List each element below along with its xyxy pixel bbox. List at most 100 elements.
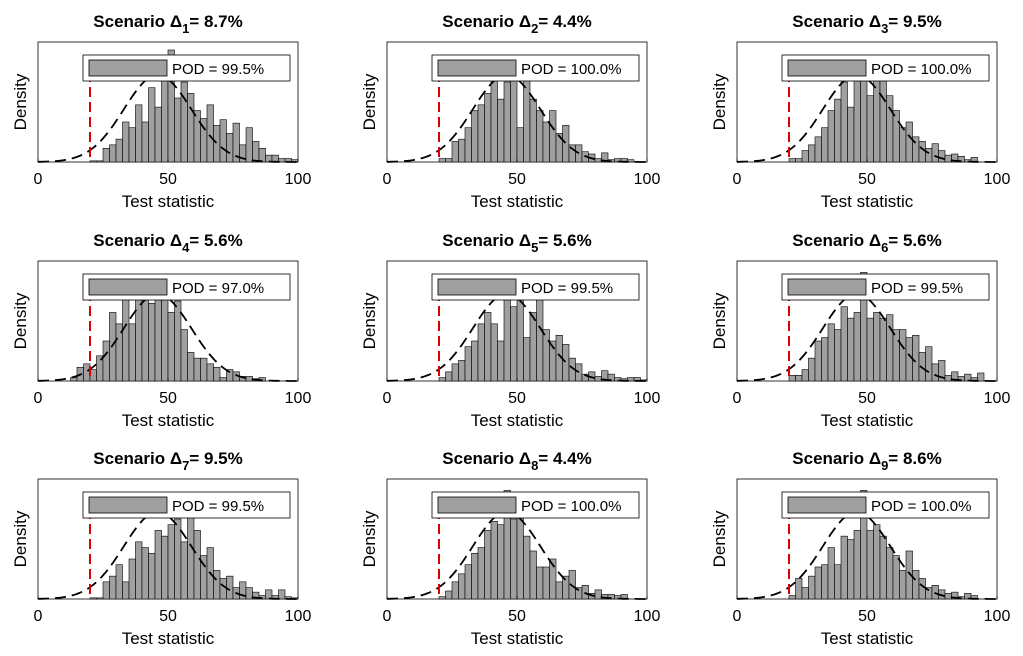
y-axis-label: Density [360, 510, 379, 567]
normal-fit-curve [737, 293, 997, 382]
histogram-bar [944, 592, 952, 600]
histogram-bar [834, 98, 842, 163]
legend: POD = 100.0% [431, 491, 640, 519]
histogram-bar [516, 127, 524, 163]
legend-swatch [437, 278, 517, 296]
histogram-bar [471, 110, 479, 163]
normal-fit-curve [387, 293, 647, 382]
histogram-bar [148, 87, 156, 163]
histogram-bar [821, 564, 829, 600]
y-axis-label: Density [11, 73, 30, 130]
title-subscript: 7 [182, 458, 189, 473]
histogram-bar [70, 377, 78, 382]
title-subscript: 4 [182, 240, 190, 255]
histogram-bar [847, 539, 855, 600]
legend-swatch [787, 278, 867, 296]
x-tick-label: 50 [159, 390, 177, 407]
histogram-bar [258, 147, 266, 163]
y-axis-label: Density [710, 73, 729, 130]
histogram-bar [187, 352, 195, 382]
histogram-bar [161, 535, 169, 600]
histogram-bar [808, 144, 816, 163]
histogram-bar [438, 377, 446, 382]
x-tick-label: 50 [508, 608, 526, 625]
histogram-bar [102, 147, 110, 163]
histogram-bar [523, 75, 531, 163]
y-axis-label: Density [710, 292, 729, 349]
histogram-bar [808, 575, 816, 600]
title-suffix: = 4.4% [538, 12, 591, 31]
legend-label: POD = 100.0% [521, 498, 621, 515]
histogram-bar [562, 344, 570, 382]
panel-2: Scenario Δ2= 4.4% POD = 100.0% 0 50 100 Test … [360, 12, 660, 211]
histogram-bar [245, 127, 253, 163]
histogram-bar [213, 366, 221, 382]
histogram-bar [497, 340, 505, 382]
histogram-bar [866, 530, 874, 600]
title-subscript: 8 [531, 458, 538, 473]
histogram-bar [840, 535, 848, 600]
legend-label: POD = 99.5% [871, 280, 963, 297]
histogram-bar [484, 93, 492, 163]
histogram-bar [899, 127, 907, 163]
panel-5: Scenario Δ5= 5.6% POD = 99.5% 0 50 100 Test s… [360, 231, 660, 430]
histogram-bar [918, 141, 926, 163]
histogram-bar [899, 329, 907, 382]
histogram-bar [206, 104, 214, 163]
histogram-bar [899, 570, 907, 600]
histogram-bar [193, 357, 201, 382]
title-subscript: 9 [881, 458, 888, 473]
panel-title: Scenario Δ1= 8.7% [93, 12, 242, 36]
panel-4: Scenario Δ4= 5.6% POD = 97.0% 0 50 100 Test s… [11, 231, 311, 430]
x-tick-label: 100 [285, 608, 312, 625]
x-axis-label: Test statistic [821, 629, 914, 648]
x-tick-label: 100 [285, 171, 312, 188]
legend: POD = 99.5% [431, 273, 640, 301]
histogram-bar [925, 346, 933, 382]
title-subscript: 5 [531, 240, 538, 255]
histogram-bar [122, 298, 130, 382]
histogram-bar [801, 369, 809, 382]
histogram-bar [840, 81, 848, 163]
histogram-bar [497, 98, 505, 163]
x-tick-label: 0 [383, 390, 392, 407]
x-tick-label: 100 [634, 390, 661, 407]
x-tick-label: 50 [858, 171, 876, 188]
histogram-bar [245, 376, 253, 382]
x-tick-label: 50 [508, 171, 526, 188]
histogram-bar [879, 72, 887, 163]
histogram-bar [555, 581, 563, 600]
title-suffix: = 5.6% [538, 231, 591, 250]
legend-label: POD = 100.0% [871, 498, 971, 515]
histogram-bar [232, 122, 240, 163]
histogram-bar [109, 312, 117, 382]
histogram-bar [219, 119, 227, 163]
histogram-bar [265, 589, 273, 600]
histogram-bar [523, 337, 531, 382]
histogram-bar [549, 110, 557, 163]
histogram-bar [536, 286, 544, 382]
normal-fit-curve [38, 74, 298, 163]
panel-6: Scenario Δ6= 5.6% POD = 99.5% 0 50 100 Test s… [710, 231, 1010, 430]
histogram-bar [905, 121, 913, 163]
x-tick-label: 0 [733, 390, 742, 407]
histogram-bar [925, 147, 933, 163]
legend-swatch [88, 59, 168, 77]
legend-swatch [437, 496, 517, 514]
histogram-bar [931, 363, 939, 382]
title-prefix: Scenario Δ [93, 231, 182, 250]
legend-swatch [88, 496, 168, 514]
histogram-bar [951, 591, 959, 600]
histogram-bar [89, 597, 97, 600]
y-axis-label: Density [11, 510, 30, 567]
histogram-bar [464, 564, 472, 600]
legend-label: POD = 97.0% [172, 280, 264, 297]
histogram-bar [788, 158, 796, 163]
histogram-bar [122, 121, 130, 163]
legend: POD = 97.0% [82, 273, 291, 301]
legend-label: POD = 99.5% [521, 280, 613, 297]
histogram-bar [536, 566, 544, 600]
histogram-bar [445, 371, 453, 382]
y-axis-label: Density [710, 510, 729, 567]
histogram-bar [89, 160, 97, 163]
